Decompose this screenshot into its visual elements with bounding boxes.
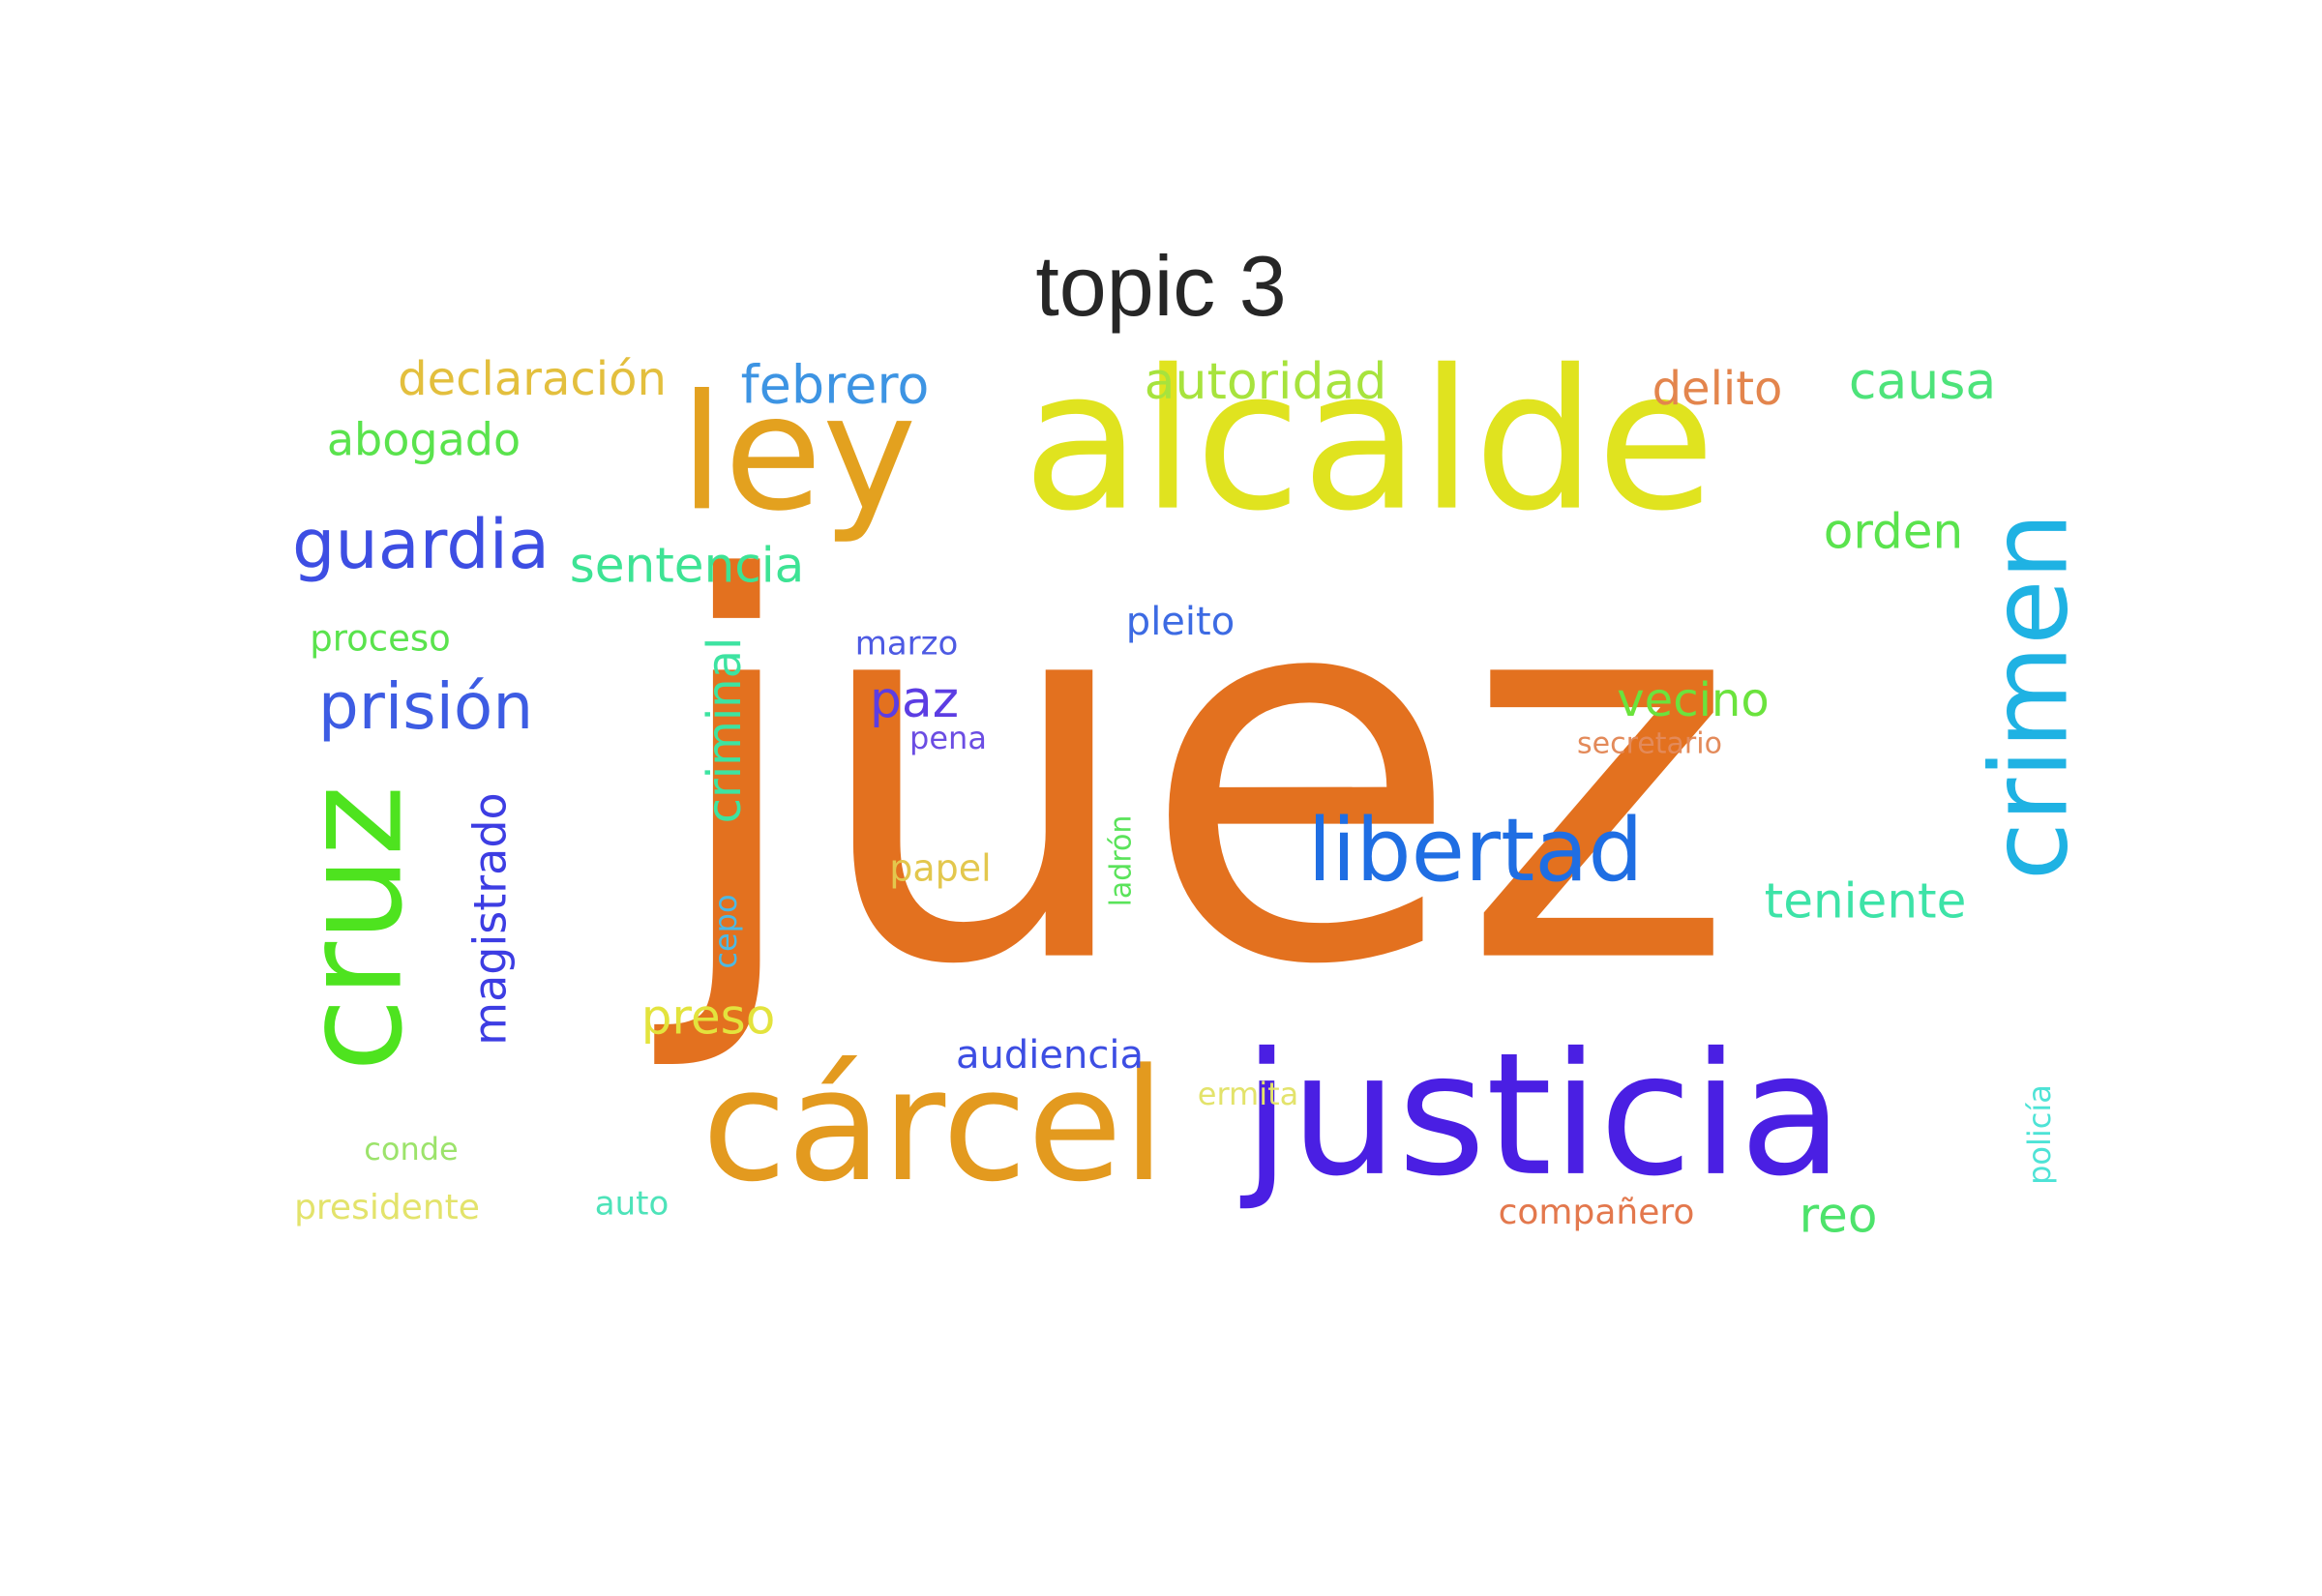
word-declaracion: declaración bbox=[398, 352, 667, 406]
word-abogado: abogado bbox=[327, 414, 521, 466]
word-companero: compañero bbox=[1499, 1193, 1695, 1232]
word-alcalde: alcalde bbox=[1023, 329, 1715, 554]
word-preso: preso bbox=[641, 990, 776, 1046]
word-prision: prisión bbox=[318, 669, 533, 744]
word-causa: causa bbox=[1849, 353, 1996, 411]
word-vecino: vecino bbox=[1617, 673, 1769, 727]
word-crimen: crimen bbox=[1967, 513, 2091, 881]
word-conde: conde bbox=[364, 1131, 458, 1167]
word-delito: delito bbox=[1652, 362, 1783, 416]
word-pena: pena bbox=[909, 720, 987, 756]
word-ermita: ermita bbox=[1198, 1076, 1299, 1112]
word-cruz: cruz bbox=[276, 785, 433, 1073]
word-orden: orden bbox=[1824, 504, 1963, 560]
word-pleito: pleito bbox=[1126, 600, 1235, 644]
chart-title: topic 3 bbox=[1035, 238, 1287, 334]
word-juez: juez bbox=[647, 472, 1736, 1079]
word-secretario: secretario bbox=[1577, 727, 1722, 761]
word-carcel: cárcel bbox=[701, 1035, 1165, 1216]
word-presidente: presidente bbox=[294, 1188, 480, 1227]
word-marzo: marzo bbox=[855, 625, 959, 664]
word-sentencia: sentencia bbox=[570, 538, 805, 594]
word-magistrado: magistrado bbox=[464, 792, 517, 1045]
word-papel: papel bbox=[889, 847, 991, 890]
word-paz: paz bbox=[870, 671, 959, 729]
word-justicia: justicia bbox=[1239, 1018, 1843, 1214]
word-ladron: ladrón bbox=[1105, 815, 1139, 907]
word-febrero: febrero bbox=[741, 355, 930, 416]
word-proceso: proceso bbox=[310, 618, 451, 660]
word-teniente: teniente bbox=[1765, 873, 1967, 930]
word-cepo: cepo bbox=[707, 894, 744, 968]
word-autoridad: autoridad bbox=[1145, 353, 1387, 411]
word-criminal: criminal bbox=[698, 637, 752, 824]
word-ley: ley bbox=[679, 360, 916, 546]
word-reo: reo bbox=[1800, 1188, 1878, 1244]
word-guardia: guardia bbox=[292, 505, 550, 584]
word-auto: auto bbox=[595, 1185, 670, 1224]
word-libertad: libertad bbox=[1307, 800, 1643, 901]
word-policia: policía bbox=[2021, 1084, 2058, 1185]
word-audiencia: audiencia bbox=[956, 1033, 1144, 1078]
